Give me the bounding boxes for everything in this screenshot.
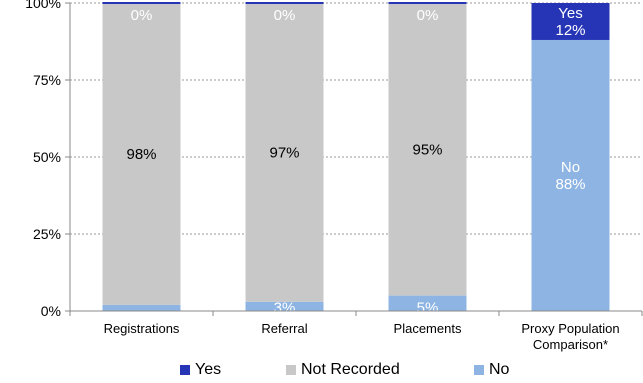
data-label: No 88% bbox=[555, 159, 585, 193]
data-label: Yes 12% bbox=[555, 5, 585, 39]
bar-yes-proxy-population-comparison bbox=[531, 3, 610, 40]
data-label: 95% bbox=[412, 141, 442, 158]
bar-yes-placements bbox=[388, 2, 467, 4]
legend-item-yes: Yes bbox=[180, 360, 221, 380]
legend-label-not-recorded: Not Recorded bbox=[301, 361, 400, 378]
x-tick-label: Registrations bbox=[104, 321, 180, 336]
y-tick-label: 100% bbox=[25, 0, 61, 11]
y-tick-label: 0% bbox=[41, 303, 61, 319]
bar-yes-referral bbox=[245, 2, 324, 4]
x-tick-label: Placements bbox=[394, 321, 462, 336]
legend-item-not-recorded: Not Recorded bbox=[286, 360, 400, 380]
legend-label-yes: Yes bbox=[195, 361, 222, 378]
data-label: 0% bbox=[417, 7, 439, 24]
y-tick-label: 50% bbox=[33, 149, 61, 165]
bar-not-recorded-referral bbox=[245, 3, 324, 302]
x-tick-label: Proxy Population Comparison* bbox=[521, 321, 619, 352]
data-label: 0% bbox=[274, 7, 296, 24]
bar-not-recorded-registrations bbox=[102, 3, 181, 305]
bar-not-recorded-placements bbox=[388, 3, 467, 296]
data-label: 0% bbox=[131, 7, 153, 24]
legend-swatch-not-recorded bbox=[286, 365, 296, 375]
data-label: 97% bbox=[269, 144, 299, 161]
y-tick-label: 75% bbox=[33, 72, 61, 88]
bar-no-referral bbox=[245, 301, 324, 311]
data-label: 98% bbox=[126, 146, 156, 163]
legend-label-no: No bbox=[489, 361, 510, 378]
legend-item-no: No bbox=[474, 360, 509, 380]
bar-yes-registrations bbox=[102, 2, 181, 4]
bar-no-proxy-population-comparison bbox=[531, 39, 610, 312]
chart-legend: Yes Not Recorded No bbox=[0, 360, 643, 380]
bar-no-placements bbox=[388, 295, 467, 311]
legend-swatch-yes bbox=[180, 365, 190, 375]
x-tick-label: Referral bbox=[261, 321, 307, 336]
y-tick-label: 25% bbox=[33, 226, 61, 242]
legend-swatch-no bbox=[474, 365, 484, 375]
bar-no-registrations bbox=[102, 304, 181, 311]
